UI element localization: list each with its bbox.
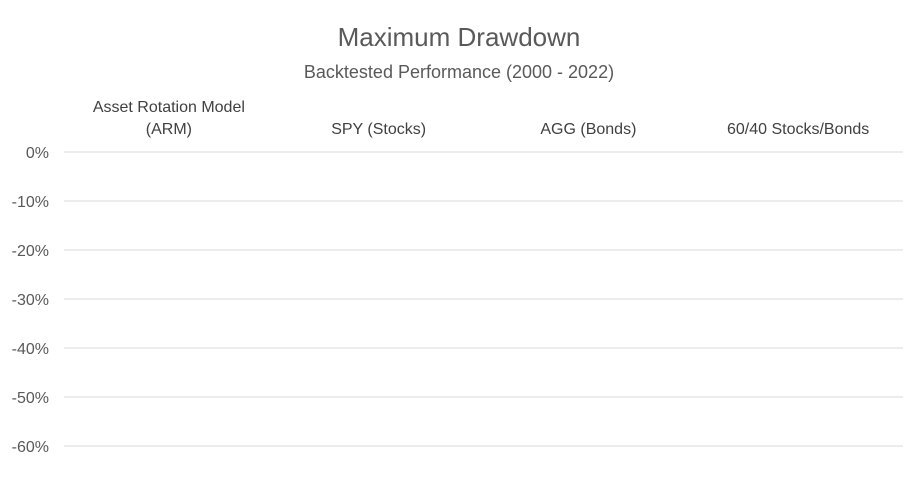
gridlines <box>64 151 903 447</box>
y-tick-label: -20% <box>12 243 49 260</box>
category-label: AGG (Bonds) <box>540 121 636 138</box>
y-tick-label: 0% <box>26 145 49 162</box>
y-tick-label: -40% <box>12 341 49 358</box>
y-tick-label: -60% <box>12 439 49 456</box>
category-label: 60/40 Stocks/Bonds <box>727 121 869 138</box>
category-label: (ARM) <box>146 121 192 138</box>
y-tick-label: -50% <box>12 390 49 407</box>
chart-subtitle: Backtested Performance (2000 - 2022) <box>304 62 614 82</box>
category-labels: Asset Rotation Model (ARM) SPY (Stocks) AGG… <box>93 99 869 138</box>
y-tick-label: -30% <box>12 292 49 309</box>
chart-title: Maximum Drawdown <box>338 22 581 52</box>
y-axis-tick-labels: 0% -10% -20% -30% -40% -50% -60% <box>12 145 49 456</box>
category-label: Asset Rotation Model <box>93 99 245 116</box>
y-tick-label: -10% <box>12 194 49 211</box>
category-label: SPY (Stocks) <box>331 121 426 138</box>
